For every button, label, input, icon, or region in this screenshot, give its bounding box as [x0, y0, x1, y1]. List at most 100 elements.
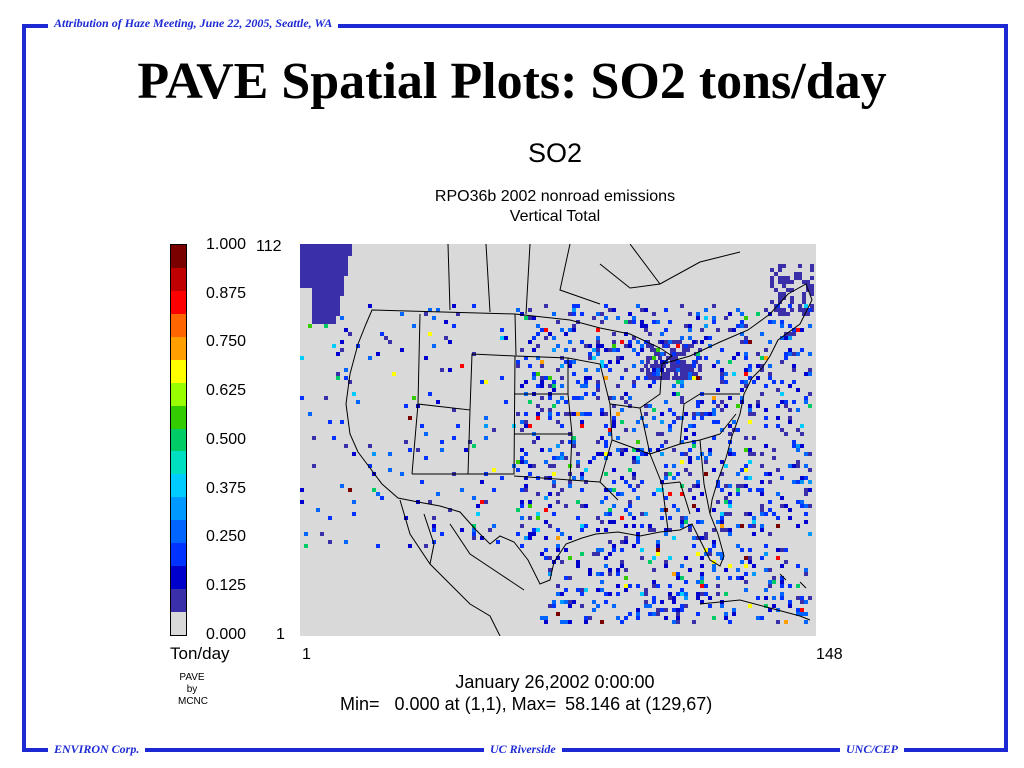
emission-cell	[802, 292, 806, 296]
emission-cell	[632, 460, 636, 464]
emission-cell	[778, 312, 782, 316]
emission-cell	[620, 420, 624, 424]
emission-cell	[684, 604, 688, 608]
emission-cell	[796, 524, 800, 528]
emission-cell	[728, 432, 732, 436]
emission-cell	[316, 296, 320, 300]
emission-cell	[536, 372, 540, 376]
emission-cell	[724, 404, 728, 408]
emission-cell	[596, 516, 600, 520]
emission-cell	[692, 484, 696, 488]
emission-cell	[676, 368, 680, 372]
emission-cell	[348, 252, 352, 256]
emission-cell	[316, 300, 320, 304]
emission-cell	[316, 272, 320, 276]
emission-cell	[652, 492, 656, 496]
emission-cell	[756, 596, 760, 600]
emission-cell	[620, 452, 624, 456]
emission-cell	[468, 440, 472, 444]
emission-cell	[428, 308, 432, 312]
emission-cell	[696, 316, 700, 320]
emission-cell	[400, 348, 404, 352]
emission-cell	[640, 368, 644, 372]
emission-cell	[536, 356, 540, 360]
emission-cell	[700, 564, 704, 568]
emission-cell	[736, 576, 740, 580]
emission-cell	[680, 592, 684, 596]
emission-cell	[800, 432, 804, 436]
x-axis-min-label: 1	[302, 646, 311, 663]
emission-cell	[804, 512, 808, 516]
emission-cell	[748, 364, 752, 368]
emission-cell	[768, 500, 772, 504]
emission-cell	[572, 476, 576, 480]
emission-cell	[616, 356, 620, 360]
emission-cell	[772, 456, 776, 460]
emission-cell	[344, 328, 348, 332]
emission-cell	[536, 436, 540, 440]
emission-cell	[620, 516, 624, 520]
emission-cell	[648, 332, 652, 336]
emission-cell	[684, 592, 688, 596]
emission-cell	[806, 284, 810, 288]
emission-cell	[580, 420, 584, 424]
emission-cell	[456, 312, 460, 316]
emission-cell	[520, 312, 524, 316]
emission-cell	[796, 328, 800, 332]
emission-cell	[420, 480, 424, 484]
legend-swatch	[171, 405, 186, 429]
emission-cell	[580, 340, 584, 344]
emission-cell	[316, 312, 320, 316]
emission-cell	[544, 328, 548, 332]
emission-cell	[424, 544, 428, 548]
emission-cell	[764, 568, 768, 572]
emission-cell	[792, 480, 796, 484]
emission-cell	[580, 588, 584, 592]
emission-cell	[312, 248, 316, 252]
emission-cell	[412, 396, 416, 400]
emission-cell	[636, 484, 640, 488]
emission-cell	[654, 360, 658, 364]
emission-cell	[548, 332, 552, 336]
emission-cell	[682, 376, 686, 380]
emission-cell	[668, 556, 672, 560]
emission-cell	[600, 344, 604, 348]
emission-cell	[544, 616, 548, 620]
emission-cell	[328, 268, 332, 272]
emission-cell	[424, 356, 428, 360]
emission-cell	[528, 532, 532, 536]
emission-cell	[540, 376, 544, 380]
emission-cell	[808, 372, 812, 376]
emission-cell	[696, 520, 700, 524]
emission-cell	[324, 276, 328, 280]
emission-cell	[448, 368, 452, 372]
emission-cell	[548, 572, 552, 576]
emission-cell	[780, 504, 784, 508]
emission-cell	[676, 416, 680, 420]
emission-cell	[336, 376, 340, 380]
emission-cell	[532, 528, 536, 532]
emission-cell	[788, 408, 792, 412]
emission-cell	[748, 340, 752, 344]
emission-cell	[724, 616, 728, 620]
emission-cell	[796, 500, 800, 504]
emission-cell	[548, 568, 552, 572]
emission-cell	[696, 312, 700, 316]
emission-cell	[680, 452, 684, 456]
legend-swatch	[171, 267, 186, 291]
emission-cell	[524, 424, 528, 428]
emission-cell	[708, 552, 712, 556]
emission-cell	[636, 352, 640, 356]
emission-cell	[772, 576, 776, 580]
emission-cell	[552, 512, 556, 516]
emission-cell	[596, 572, 600, 576]
emission-cell	[600, 408, 604, 412]
emission-cell	[568, 360, 572, 364]
emission-cell	[540, 384, 544, 388]
emission-cell	[692, 376, 696, 380]
emission-cell	[504, 400, 508, 404]
emission-cell	[676, 612, 680, 616]
emission-cell	[484, 424, 488, 428]
emission-cell	[732, 420, 736, 424]
emission-cell	[712, 540, 716, 544]
